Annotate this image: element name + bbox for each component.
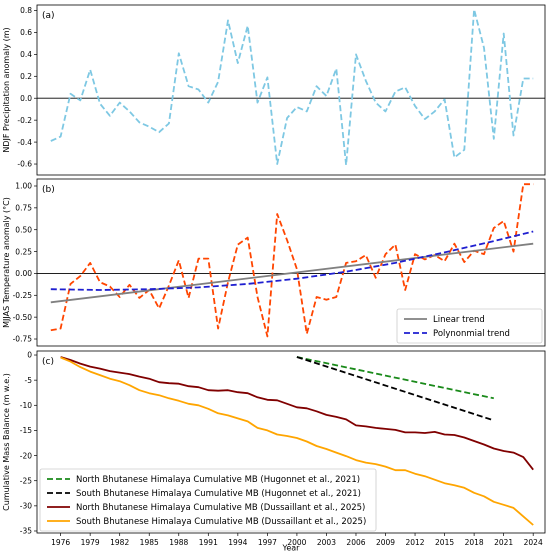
y-tick-label: 0.2 (20, 72, 32, 81)
series-line-1 (50, 8, 534, 167)
series-line-3 (60, 356, 534, 471)
y-tick-label: 0.50 (15, 225, 32, 234)
y-tick-label: -15 (20, 426, 32, 435)
panel-3: -35 -30 -25 -20 -15 -10 -5 0 1976 1979 1982 1985 198… (2, 350, 546, 551)
y-tick-label: 1.00 (15, 182, 32, 191)
y-tick-label: -30 (20, 502, 32, 511)
y-tick-label: -0.50 (13, 313, 33, 322)
y-tick-label: 0 (27, 351, 32, 360)
y-tick-label: 0.4 (20, 50, 32, 59)
legend-label: Polynonmial trend (433, 329, 510, 339)
x-tick-label: 1979 (81, 538, 100, 547)
y-axis-label: MJJAS Temperature anomaly (°C) (2, 197, 11, 328)
y-tick-label: 0.8 (20, 6, 32, 15)
series-line-1 (50, 183, 534, 338)
y-tick-label: -25 (20, 476, 32, 485)
y-axis-label: Cumulative Mass Balance (m w.e.) (2, 373, 11, 511)
x-tick-label: 2024 (524, 538, 543, 547)
x-tick-label: 1985 (140, 538, 159, 547)
y-tick-label: 0.0 (20, 94, 32, 103)
series-line-2 (296, 356, 495, 422)
x-tick-label: 1991 (199, 538, 218, 547)
y-axis-label: NDJF Precipitation anomaly (m) (2, 27, 11, 152)
x-tick-label: 2000 (287, 538, 306, 547)
x-tick-label: 2012 (405, 538, 424, 547)
y-tick-label: -0.4 (17, 138, 32, 147)
panel-label: (b) (42, 185, 55, 195)
legend-label: North Bhutanese Himalaya Cumulative MB (… (76, 503, 365, 513)
x-tick-label: 2018 (465, 538, 484, 547)
legend-label: North Bhutanese Himalaya Cumulative MB (… (76, 475, 360, 485)
x-tick-label: 2021 (494, 538, 513, 547)
legend-box (39, 468, 377, 532)
x-tick-label: 1976 (51, 538, 70, 547)
y-tick-label: -35 (20, 527, 32, 536)
y-tick-label: 0.6 (20, 28, 32, 37)
panel-label: (a) (42, 11, 55, 21)
panel-2: -0.75 -0.50 -0.25 0.00 0.25 0.50 0.75 1.00 (b) MJ… (2, 178, 546, 347)
legend-label: South Bhutanese Himalaya Cumulative MB (… (76, 517, 366, 527)
x-tick-label: 1997 (258, 538, 277, 547)
legend-label: Linear trend (433, 315, 485, 325)
series-line-1 (296, 356, 494, 400)
y-tick-label: -10 (20, 401, 32, 410)
x-tick-label: 1988 (169, 538, 188, 547)
x-tick-label: 2006 (346, 538, 365, 547)
x-tick-label: 2015 (435, 538, 454, 547)
series-line-3 (50, 230, 534, 291)
legend-box (396, 308, 543, 344)
y-tick-label: -20 (20, 451, 32, 460)
x-axis-label: Year (282, 544, 301, 551)
y-tick-label: 0.00 (15, 269, 32, 278)
x-tick-label: 2003 (317, 538, 336, 547)
y-tick-label: -0.6 (17, 160, 32, 169)
y-tick-label: 0.75 (15, 204, 32, 213)
y-tick-label: -0.75 (13, 335, 33, 344)
y-tick-label: -0.2 (17, 116, 32, 125)
x-tick-label: 2009 (376, 538, 395, 547)
y-tick-label: -5 (25, 376, 33, 385)
y-tick-label: -0.25 (13, 291, 33, 300)
plot-frame (36, 178, 546, 347)
panel-label: (c) (42, 357, 54, 367)
series-line-4 (60, 356, 534, 526)
legend-label: South Bhutanese Himalaya Cumulative MB (… (76, 489, 361, 499)
x-tick-label: 1982 (110, 538, 129, 547)
y-tick-label: 0.25 (15, 247, 32, 256)
plot-frame (36, 350, 546, 534)
x-tick-label: 1994 (228, 538, 247, 547)
panel-1: -0.6 -0.4 -0.2 0.0 0.2 0.4 0.6 0.8 (a) NDJF Preci… (2, 4, 546, 176)
series-line-2 (50, 242, 534, 304)
plot-frame (36, 4, 546, 176)
